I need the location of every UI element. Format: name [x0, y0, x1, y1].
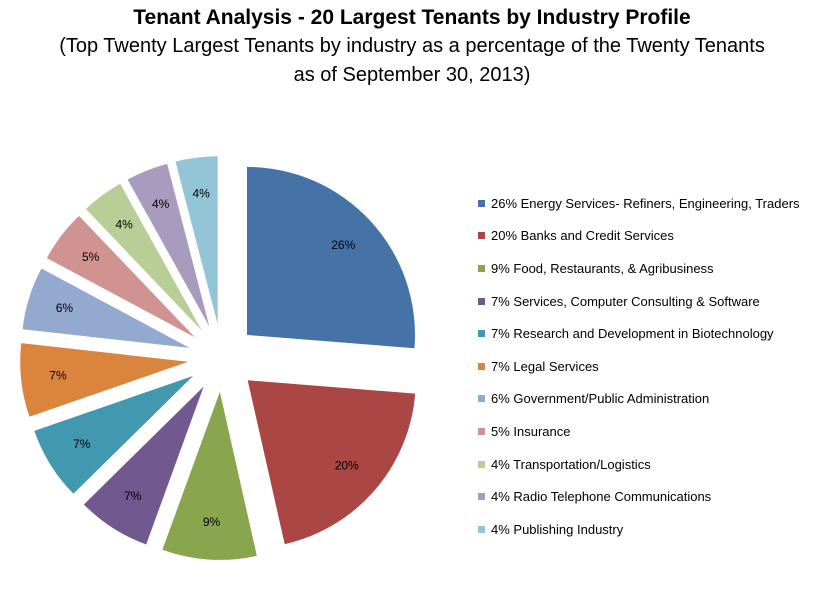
legend-item: 7% Legal Services: [478, 350, 800, 383]
legend-label: 4% Radio Telephone Communications: [491, 489, 712, 505]
legend-swatch: [478, 525, 485, 533]
legend-swatch: [478, 427, 485, 435]
legend-item: 4% Transportation/Logistics: [478, 448, 800, 481]
legend-item: 4% Radio Telephone Communications: [478, 480, 800, 513]
pie-slice-9: [85, 183, 202, 331]
legend-label: 5% Insurance: [491, 423, 571, 439]
legend-swatch: [478, 362, 485, 370]
pie-slice-8: [46, 215, 195, 338]
chart-subtitle: (Top Twenty Largest Tenants by industry …: [59, 35, 765, 86]
legend-swatch: [478, 232, 485, 240]
slice-value-label-2: 20%: [335, 458, 359, 472]
slice-value-label-3: 9%: [203, 515, 221, 529]
legend-swatch: [478, 297, 485, 305]
chart-title-block: Tenant Analysis - 20 Largest Tenants by …: [0, 4, 824, 90]
slice-value-label-4: 7%: [124, 489, 142, 503]
legend-swatch: [478, 395, 485, 403]
slice-value-label-11: 4%: [192, 186, 210, 200]
chart-legend: 26% Energy Services- Refiners, Engineeri…: [478, 187, 800, 546]
pie-slice-6: [20, 343, 189, 417]
legend-item: 6% Government/Public Administration: [478, 383, 800, 416]
pie-slice-5: [34, 375, 194, 494]
pie-slice-4: [83, 386, 204, 545]
legend-label: 9% Food, Restaurants, & Agribusiness: [491, 260, 714, 276]
slice-value-label-5: 7%: [73, 437, 91, 451]
legend-label: 6% Government/Public Administration: [491, 391, 710, 407]
legend-label: 26% Energy Services- Refiners, Engineeri…: [491, 195, 800, 211]
pie-slice-3: [162, 391, 257, 560]
pie-slice-10: [127, 163, 210, 327]
legend-swatch: [478, 199, 485, 207]
legend-label: 7% Research and Development in Biotechno…: [491, 326, 774, 342]
legend-label: 7% Services, Computer Consulting & Softw…: [491, 293, 760, 309]
pie-slice-2: [247, 380, 416, 545]
slice-value-label-9: 4%: [115, 217, 133, 231]
chart-title: Tenant Analysis - 20 Largest Tenants by …: [133, 6, 691, 29]
pie-slice-7: [22, 268, 190, 348]
legend-label: 4% Publishing Industry: [491, 521, 624, 537]
legend-swatch: [478, 493, 485, 501]
legend-item: 7% Research and Development in Biotechno…: [478, 317, 800, 350]
slice-value-label-6: 7%: [49, 368, 67, 382]
legend-item: 7% Services, Computer Consulting & Softw…: [478, 285, 800, 318]
slice-value-label-8: 5%: [82, 250, 100, 264]
legend-label: 20% Banks and Credit Services: [491, 228, 674, 244]
pie-slice-1: [246, 166, 415, 349]
slice-value-label-10: 4%: [152, 197, 170, 211]
legend-item: 5% Insurance: [478, 415, 800, 448]
legend-item: 26% Energy Services- Refiners, Engineeri…: [478, 187, 800, 220]
legend-item: 9% Food, Restaurants, & Agribusiness: [478, 252, 800, 285]
slice-value-label-1: 26%: [331, 238, 355, 252]
slice-value-label-7: 6%: [56, 301, 74, 315]
legend-label: 4% Transportation/Logistics: [491, 456, 651, 472]
legend-item: 20% Banks and Credit Services: [478, 220, 800, 253]
legend-swatch: [478, 460, 485, 468]
legend-item: 4% Publishing Industry: [478, 513, 800, 546]
legend-label: 7% Legal Services: [491, 358, 599, 374]
legend-swatch: [478, 264, 485, 272]
pie-slice-11: [175, 156, 218, 325]
legend-swatch: [478, 330, 485, 338]
